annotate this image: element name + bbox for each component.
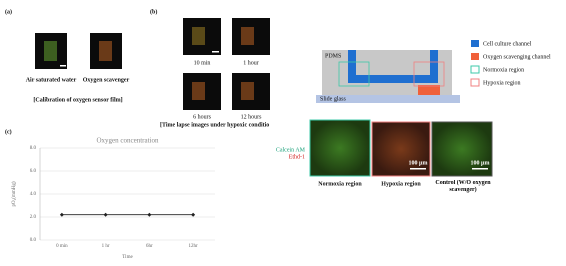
x-tick-label: 12hr — [189, 244, 199, 249]
data-point — [191, 212, 196, 217]
y-tick-label: 4.0 — [30, 192, 37, 197]
panel-label: (b) — [150, 8, 157, 15]
region-label: Hypoxia region — [381, 181, 421, 187]
film — [241, 82, 254, 100]
image-label: 12 hours — [241, 114, 262, 120]
scale-bar — [212, 51, 219, 53]
y-tick-label: 6.0 — [30, 169, 37, 174]
image-label: Air saturated water — [26, 77, 77, 83]
legend-label: Normoxia region — [483, 67, 524, 73]
y-tick-label: 0.0 — [30, 238, 37, 243]
scale-bar — [410, 168, 426, 170]
scale-bar — [60, 65, 66, 67]
oxygen-scavenging-channel — [418, 85, 440, 95]
legend-label: Hypoxia region — [483, 80, 521, 86]
data-point — [59, 212, 64, 217]
stain-label: Ethd-1 — [289, 154, 305, 160]
data-point — [103, 212, 108, 217]
micrograph — [371, 121, 431, 177]
x-axis-label: Time — [122, 255, 133, 260]
x-tick-label: 6hr — [146, 244, 153, 249]
slide-label: Slide glass — [320, 96, 346, 102]
film — [192, 82, 205, 100]
image-label: Oxygen scavenger — [83, 77, 130, 83]
film — [99, 41, 112, 61]
chart-title: Oxygen concentration — [96, 137, 159, 145]
x-tick-label: 0 min — [56, 244, 68, 249]
normoxia-box — [338, 61, 370, 87]
x-tick-label: 1 hr — [102, 244, 110, 249]
image-label: 6 hours — [193, 114, 211, 120]
caption: [Time lapse images under hypoxic conditi… — [160, 122, 269, 128]
y-tick-label: 8.0 — [30, 146, 37, 151]
data-point — [147, 212, 152, 217]
scale-bar — [472, 168, 488, 170]
slide-glass — [316, 95, 460, 103]
caption: [Calibration of oxygen sensor film] — [33, 97, 122, 103]
legend-swatch — [471, 40, 479, 47]
legend-swatch — [471, 53, 479, 60]
legend-label: Cell culture channel — [483, 41, 532, 47]
stain-label: Calcein AM — [276, 147, 306, 153]
legend-label: Oxygen scavenging channel — [483, 54, 551, 60]
pdms-label: PDMS — [325, 53, 341, 59]
legend-swatch — [470, 65, 480, 74]
panel-label: (a) — [5, 8, 12, 15]
film — [44, 41, 57, 61]
control-label-box: Control (W/O oxygen scavenger) — [435, 180, 491, 193]
time-lapse-images — [183, 18, 270, 110]
cell-culture-channel — [348, 50, 438, 83]
image-label: 10 min — [194, 60, 211, 66]
y-axis-label: pO₂(mmHg) — [12, 181, 17, 206]
image-label: 1 hour — [243, 60, 259, 66]
region-label: Control (W/O oxygen scavenger) — [435, 180, 491, 193]
micrograph — [431, 121, 493, 177]
film — [241, 27, 254, 45]
scale-label: 100 μm — [471, 160, 490, 166]
legend-swatch — [470, 78, 480, 87]
y-tick-label: 2.0 — [30, 215, 37, 220]
hypoxia-box — [413, 61, 445, 87]
film — [192, 27, 205, 45]
micrograph — [309, 119, 371, 177]
region-label: Normoxia region — [318, 181, 362, 187]
panel-label: (c) — [5, 128, 12, 135]
scale-label: 100 μm — [409, 160, 428, 166]
